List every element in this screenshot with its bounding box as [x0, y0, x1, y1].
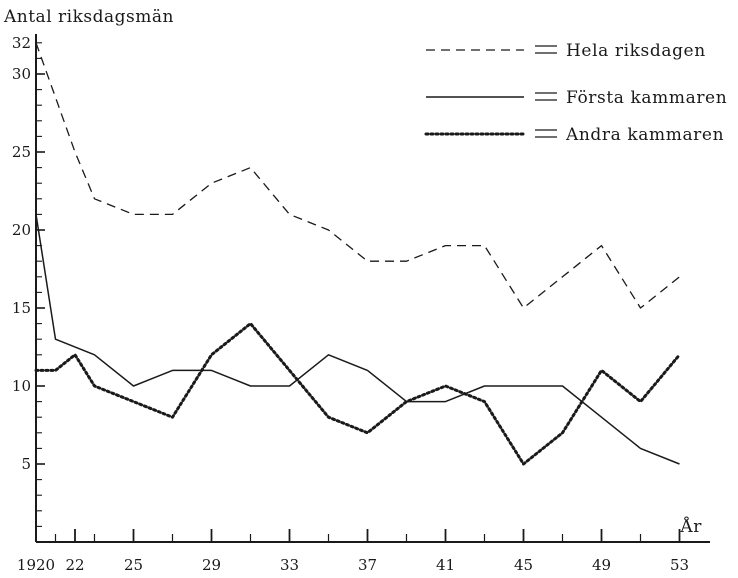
x-tick-label: 25: [124, 556, 143, 574]
y-tick-label: 25: [12, 143, 31, 161]
x-tick-label: 41: [436, 556, 455, 574]
x-tick-label: 33: [280, 556, 299, 574]
x-tick-label: 29: [202, 556, 221, 574]
legend-label: Första kammaren: [566, 88, 727, 108]
x-tick-label: 1920: [17, 556, 55, 574]
x-tick-label: 45: [514, 556, 533, 574]
x-tick-label: 22: [65, 556, 84, 574]
x-tick-label: 49: [592, 556, 611, 574]
legend: Hela riksdagen Första kammaren Andra kamma…: [424, 41, 727, 145]
series-line-3: [34, 322, 681, 466]
y-tick-label: 20: [12, 221, 31, 239]
x-tick-label: 53: [670, 556, 689, 574]
y-tick-label: 10: [12, 377, 31, 395]
y-tick-label: 32: [12, 34, 31, 52]
x-axis-label: År: [679, 516, 702, 537]
y-tick-label: 30: [12, 65, 31, 83]
x-tick-label: 37: [358, 556, 377, 574]
series-layer: [34, 42, 681, 466]
y-tick-label: 5: [21, 455, 31, 473]
y-axis-label: Antal riksdagsmän: [3, 7, 174, 27]
series-line-2: [35, 214, 680, 465]
series-line-1: [35, 42, 680, 309]
legend-label: Andra kammaren: [565, 125, 724, 145]
y-tick-label: 15: [12, 299, 31, 317]
axes: 5 10 15 20 25 30 32 1920 22 25 29 33 37 41 45 49 53 År: [12, 34, 710, 574]
legend-label: Hela riksdagen: [566, 41, 706, 61]
